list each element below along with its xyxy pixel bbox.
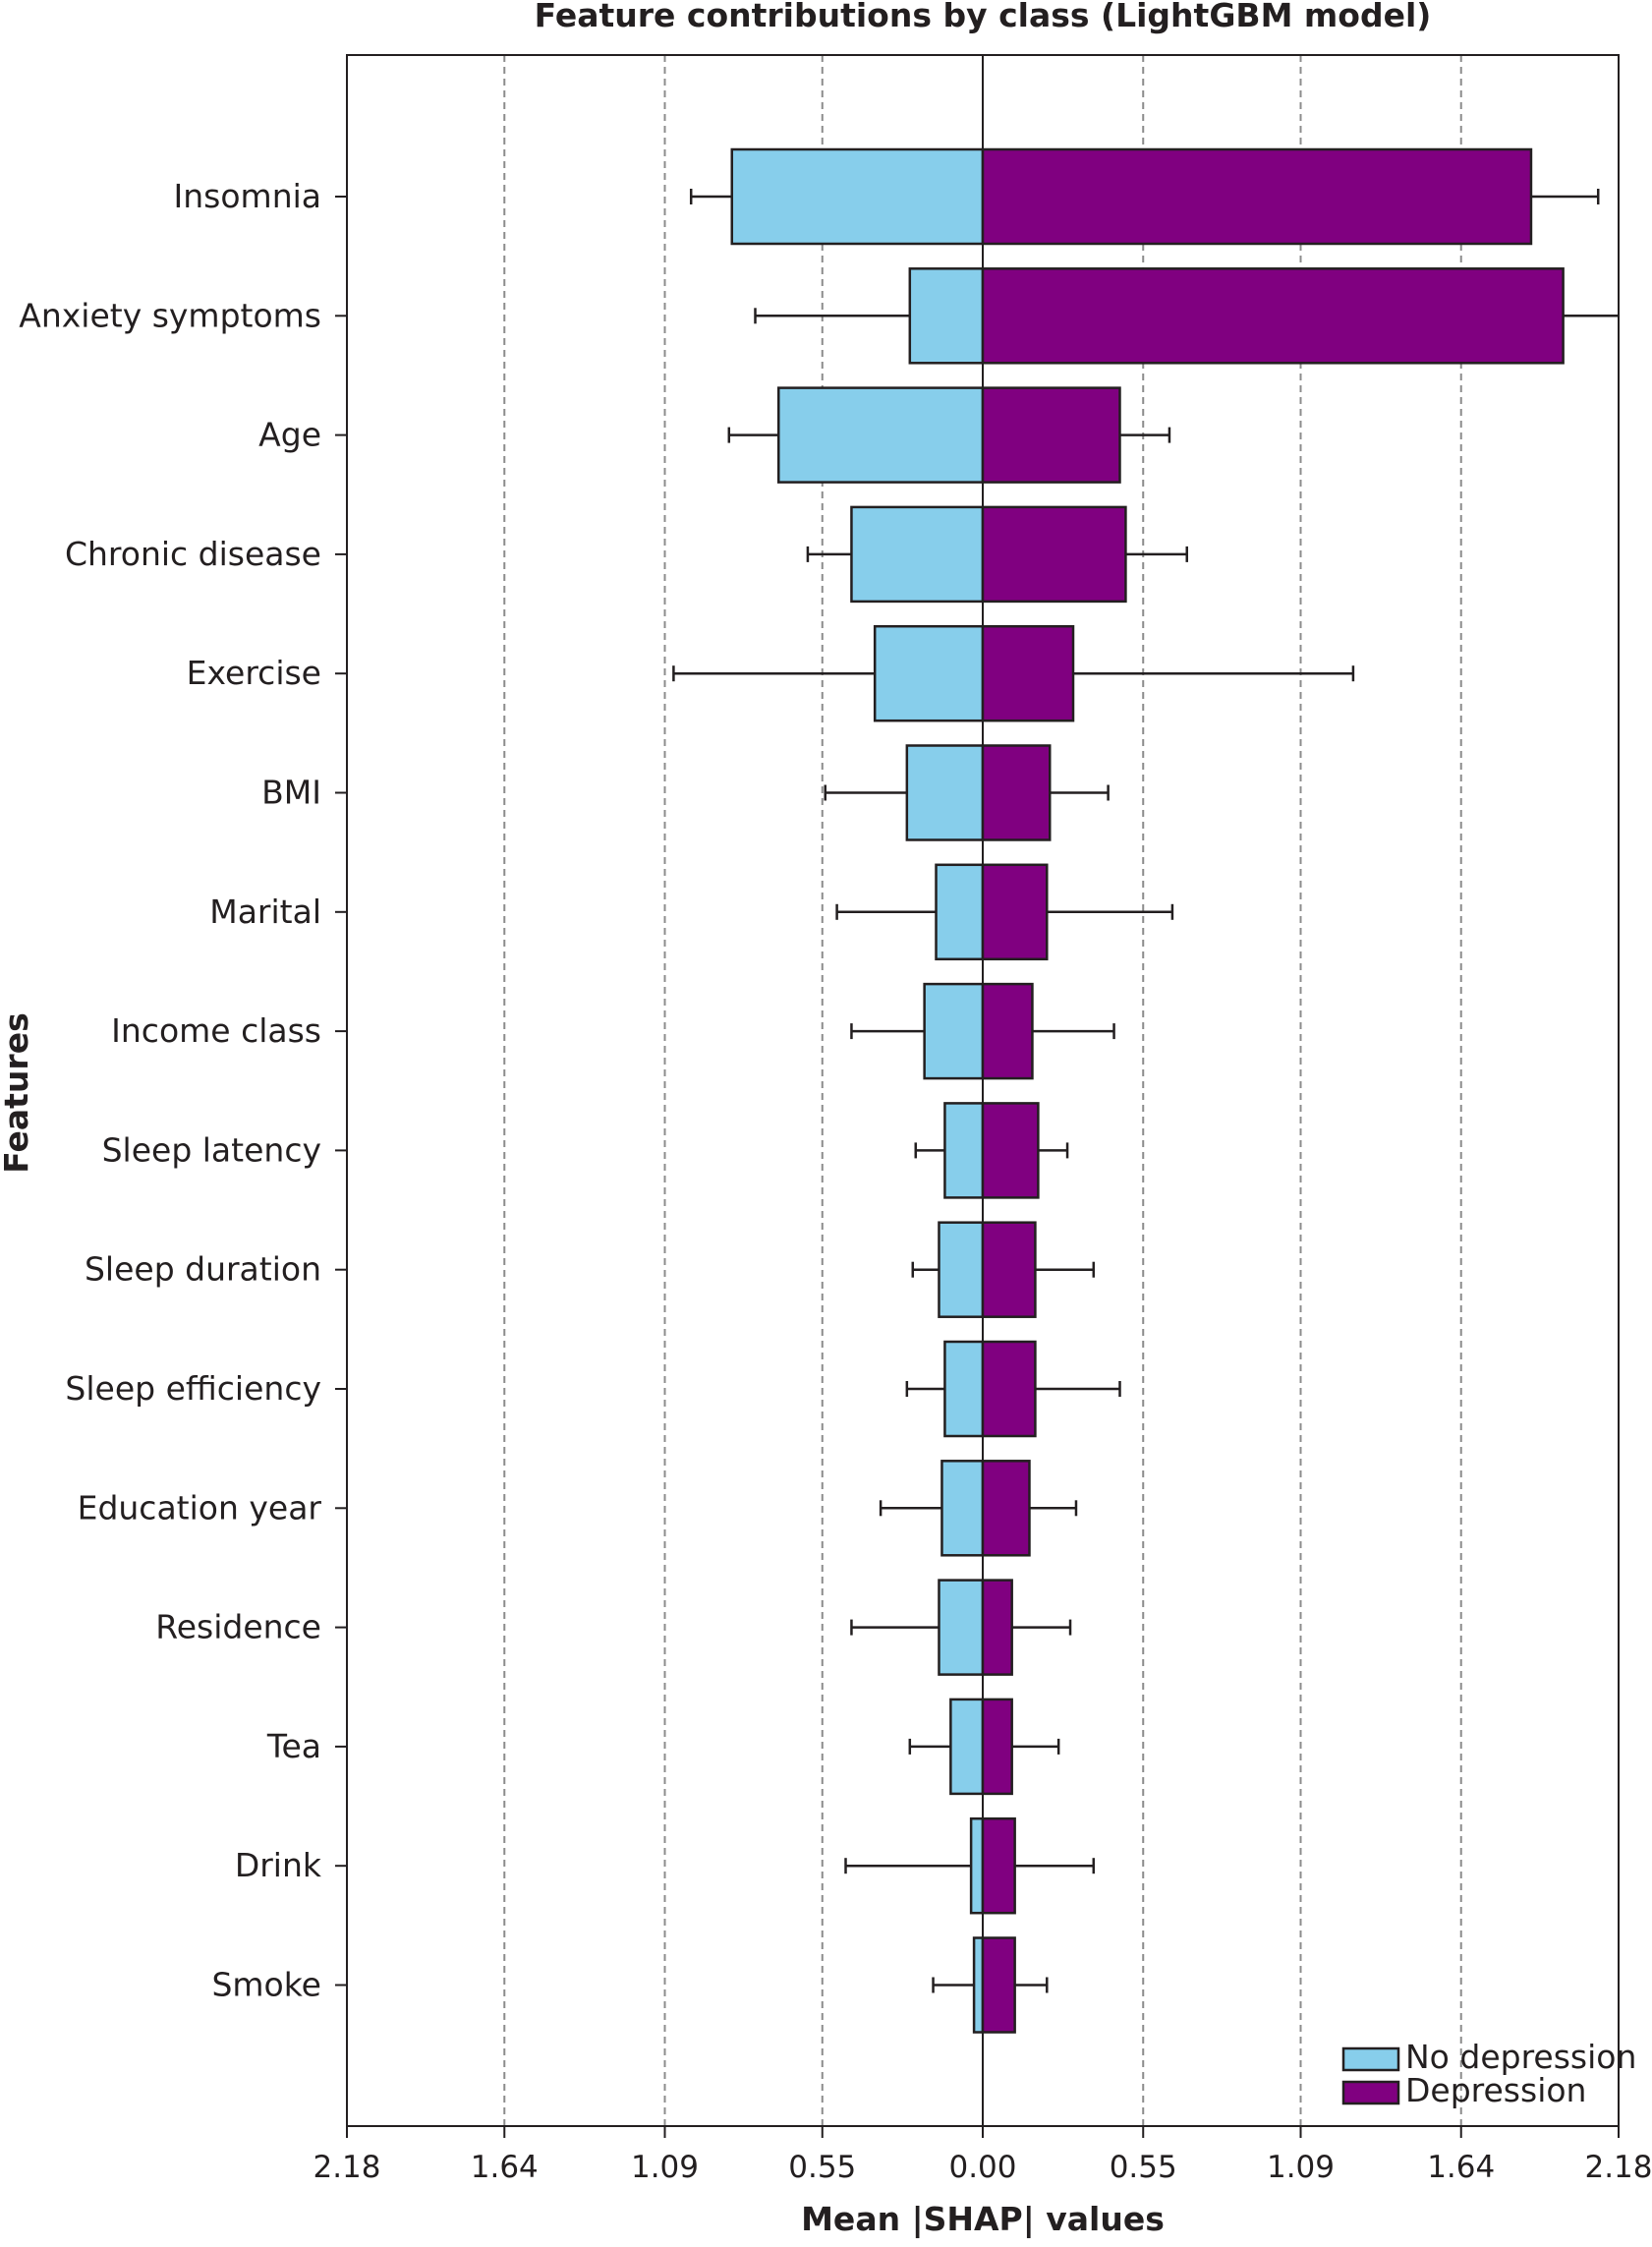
x-tick-label: 2.18 (313, 2150, 380, 2185)
bar-no-depression (776, 386, 985, 484)
y-tick-label: Drink (235, 1846, 322, 1884)
legend-label: Depression (1405, 2071, 1586, 2109)
y-tick-label: Tea (266, 1727, 321, 1765)
bar-depression (981, 624, 1075, 722)
y-tick-label: Sleep latency (102, 1130, 321, 1169)
bar-no-depression (873, 624, 985, 722)
x-axis: 2.18 1.64 1.09 0.55 0.00 0.55 1.09 1.64 2.18 (313, 2126, 1652, 2185)
bar-no-depression (923, 982, 985, 1080)
y-tick-label: Smoke (211, 1966, 321, 2004)
y-tick-label: Anxiety symptoms (19, 296, 321, 334)
x-tick-label: 1.09 (1267, 2150, 1335, 2185)
error-bars (672, 189, 1619, 1993)
x-tick-label: 2.18 (1584, 2150, 1652, 2185)
legend-swatch (1341, 2046, 1400, 2072)
x-tick-label: 1.64 (1427, 2150, 1495, 2185)
y-tick-label: Residence (155, 1608, 321, 1646)
x-axis-label: Mean |SHAP| values (801, 2200, 1165, 2238)
x-tick-label: 1.09 (631, 2150, 699, 2185)
x-tick-label: 0.00 (948, 2150, 1016, 2185)
y-tick-label: Exercise (187, 654, 321, 692)
bar-no-depression (908, 267, 985, 365)
bar-no-depression (943, 1340, 985, 1438)
bars (730, 147, 1565, 2034)
bar-no-depression (938, 1221, 985, 1318)
legend-label: No depression (1405, 2038, 1636, 2076)
bar-depression (981, 147, 1533, 246)
y-tick-label: Chronic disease (65, 535, 321, 573)
bar-depression (981, 1936, 1016, 2034)
bar-depression (981, 386, 1121, 484)
y-axis: Insomnia Anxiety symptoms Age Chronic disea… (19, 177, 347, 2004)
bar-no-depression (730, 147, 985, 246)
bar-no-depression (972, 1936, 985, 2034)
x-tick-label: 0.55 (1110, 2150, 1177, 2185)
bar-no-depression (905, 744, 985, 841)
y-tick-label: Age (258, 416, 321, 454)
bar-depression (981, 1102, 1040, 1199)
bar-no-depression (850, 505, 985, 604)
y-tick-label: Sleep duration (85, 1250, 321, 1289)
bar-depression (981, 1579, 1013, 1676)
bar-depression (981, 1221, 1037, 1318)
y-tick-label: Sleep efficiency (65, 1369, 321, 1408)
y-tick-label: Education year (78, 1488, 322, 1527)
bar-no-depression (969, 1816, 985, 1915)
x-tick-label: 0.55 (788, 2150, 856, 2185)
bar-depression (981, 1698, 1013, 1796)
bar-no-depression (935, 863, 985, 961)
gridlines (503, 55, 1462, 2126)
bar-no-depression (949, 1698, 985, 1796)
y-tick-label: Income class (111, 1011, 321, 1050)
bar-depression (981, 982, 1034, 1080)
y-tick-label: Marital (209, 893, 321, 931)
bar-no-depression (940, 1460, 985, 1557)
bar-depression (981, 744, 1052, 841)
y-tick-label: BMI (261, 774, 321, 812)
bar-depression (981, 1816, 1016, 1915)
bar-depression (981, 505, 1127, 604)
bar-depression (981, 1340, 1037, 1438)
x-tick-label: 1.64 (471, 2150, 539, 2185)
y-axis-label: Features (0, 1012, 35, 1173)
chart-title: Feature contributions by class (LightGBM… (535, 0, 1432, 34)
bar-no-depression (943, 1102, 985, 1199)
bar-depression (981, 863, 1049, 961)
legend-swatch (1341, 2080, 1400, 2105)
bar-no-depression (938, 1579, 985, 1676)
bar-depression (981, 267, 1565, 365)
bar-depression (981, 1460, 1031, 1557)
y-tick-label: Insomnia (174, 177, 321, 215)
